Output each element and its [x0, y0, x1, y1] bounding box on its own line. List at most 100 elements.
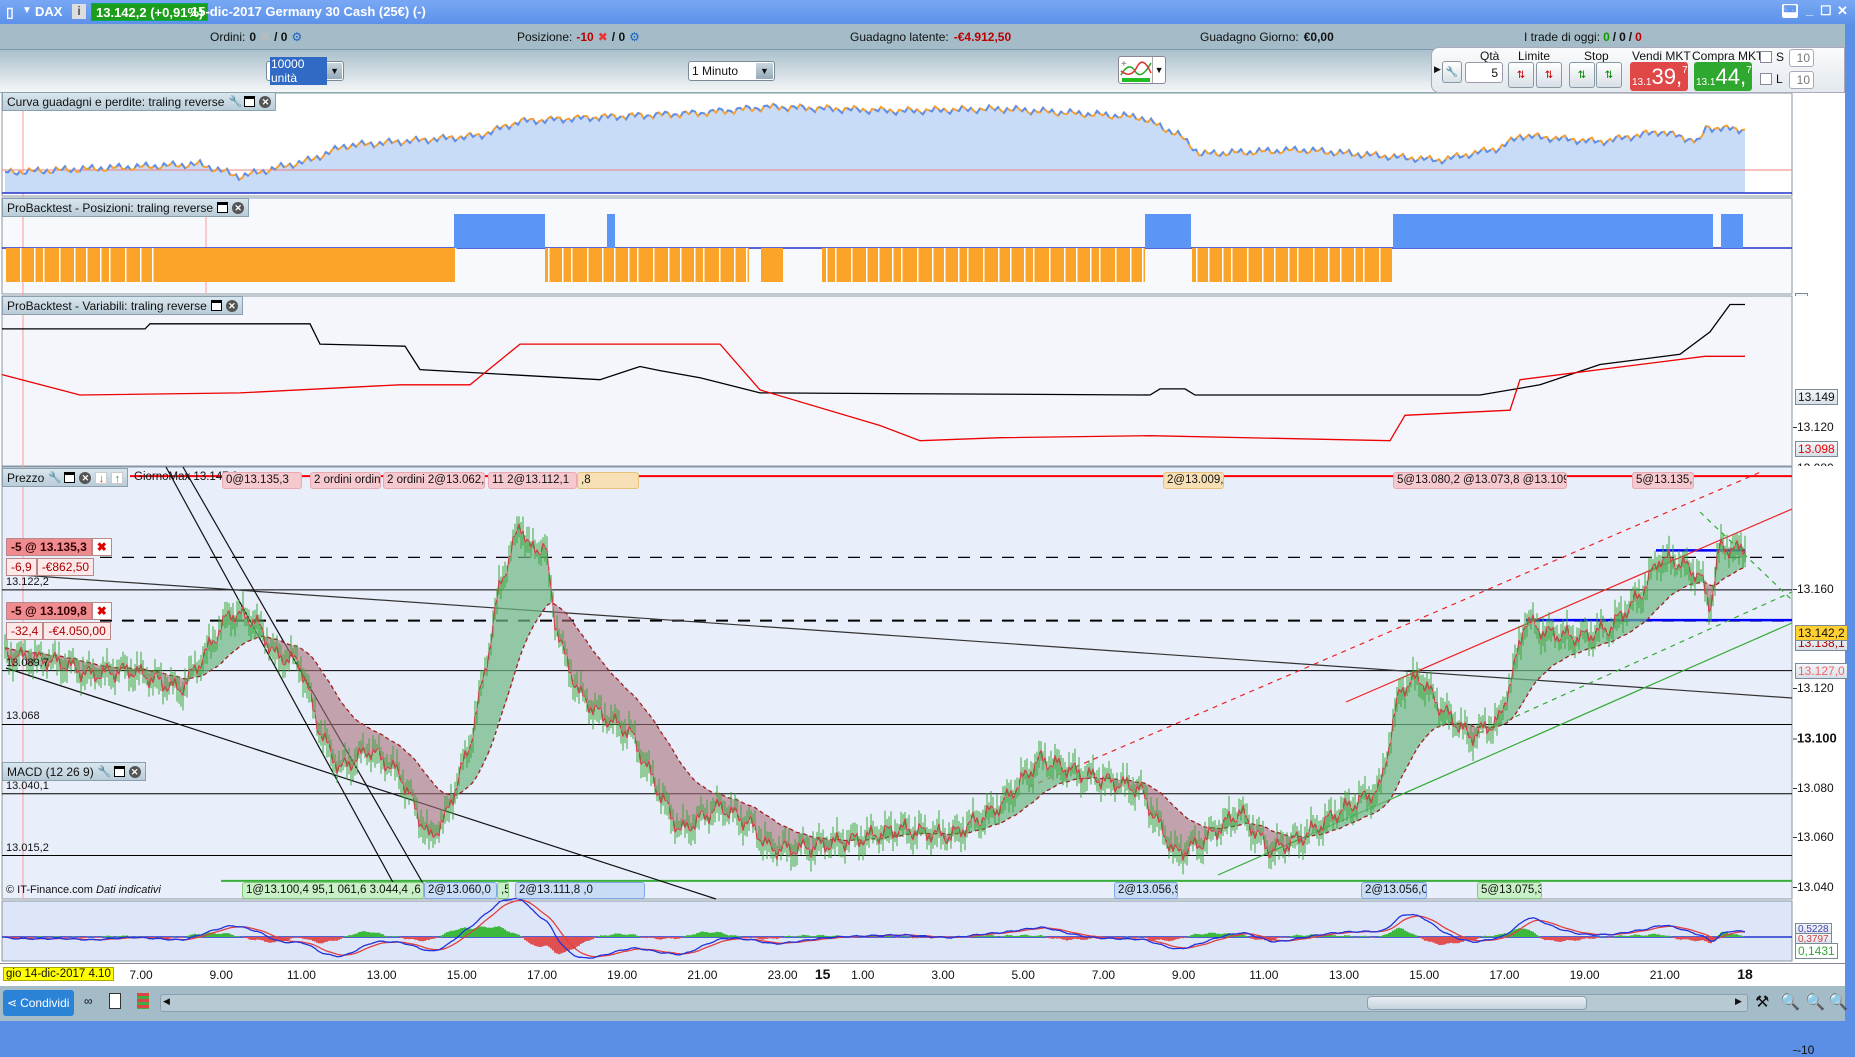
order-tag[interactable]: 5@13.135,3	[1632, 472, 1694, 489]
candlestick-icon[interactable]: ▯	[6, 4, 14, 20]
order-tag[interactable]: 2@13.009,0	[1163, 472, 1224, 489]
order-tag[interactable]: 11 2@13.112,1	[488, 472, 577, 489]
variables-axis[interactable]: 13.12013.08013.06013.04013.02013.00013.0…	[1793, 296, 1845, 557]
window-icon[interactable]	[244, 96, 256, 107]
position-label[interactable]: -5 @ 13.109,8	[6, 602, 92, 620]
chevron-down-icon[interactable]: ▼	[327, 63, 342, 79]
close-icon[interactable]: ✕	[232, 201, 245, 214]
scrollbar-thumb[interactable]	[1367, 996, 1587, 1010]
cancel-orders-icon[interactable]: ✖	[260, 30, 271, 44]
executed-order-tag[interactable]: 1@13.100,4 95,1 061,6 3.044,4 ,6	[242, 882, 424, 899]
timeframe-value: 1 Minuto	[692, 64, 739, 78]
info-icon[interactable]: i	[72, 4, 86, 19]
qty-input[interactable]: 5	[1465, 62, 1503, 83]
zoom-fit-icon[interactable]: 🔍	[1780, 994, 1800, 1011]
symbol-label[interactable]: DAX	[35, 4, 63, 19]
chart-tool-icon[interactable]: ⚒	[1755, 994, 1770, 1011]
time-tick-label: 21.00	[1649, 968, 1680, 982]
gear-icon[interactable]: ⚙	[291, 30, 303, 44]
buy-market-button[interactable]: 13.1 44, 7	[1694, 62, 1752, 91]
executed-order-tag[interactable]: ,5	[497, 882, 509, 899]
zoom-out-icon[interactable]: 🔍	[1805, 994, 1825, 1011]
equity-axis[interactable]: 104.000102.000100.000103.088101.120	[1792, 93, 1845, 294]
orderbook-icon[interactable]	[137, 993, 149, 1009]
position-label[interactable]: -5 @ 13.135,3	[6, 538, 92, 556]
close-position-icon[interactable]: ✖	[91, 602, 112, 620]
horizontal-scrollbar[interactable]: ◀ ▶	[160, 994, 1748, 1012]
time-tick-label: 11.00	[1249, 968, 1279, 982]
scroll-right-button[interactable]: ▶	[1735, 996, 1742, 1006]
l-value-input[interactable]: 10	[1789, 71, 1814, 89]
close-icon[interactable]: ✕	[79, 471, 92, 484]
sell-market-button[interactable]: 13.1 39, 7	[1630, 62, 1688, 91]
position-gap	[1208, 248, 1210, 282]
l-checkbox[interactable]	[1760, 73, 1772, 85]
today-trades-label: I trade di oggi:	[1524, 30, 1601, 44]
units-select[interactable]: 10000 unità ▼	[266, 57, 344, 85]
close-position-icon[interactable]: ✖	[597, 30, 608, 44]
close-icon[interactable]: ✕	[225, 299, 238, 312]
level-label: 13.068	[6, 710, 40, 723]
buy-arrow-icon[interactable]: ↑	[111, 471, 124, 485]
close-position-icon[interactable]: ✖	[91, 538, 112, 556]
executed-order-tag[interactable]: 2@13.060,0	[424, 882, 497, 899]
keyboard-icon[interactable]: ⌨	[1782, 4, 1798, 18]
executed-order-tag[interactable]: 2@13.056,0	[1361, 882, 1427, 899]
chevron-down-icon[interactable]: ▼	[22, 5, 32, 16]
position-gap	[1033, 248, 1035, 282]
stop-order-edit-button[interactable]: ⇅	[1596, 62, 1622, 88]
positions-axis[interactable]: 0,5-0,5-101	[1792, 198, 1845, 388]
wrench-icon[interactable]: 🔧	[48, 471, 63, 484]
window-icon[interactable]	[210, 300, 222, 311]
position-box[interactable]: -5 @ 13.109,8 ✖	[6, 602, 112, 620]
time-axis[interactable]: gio 14-dic-2017 4.10 7.00 9.00 11.00 13.00 1…	[0, 963, 1845, 986]
position-gap	[967, 248, 969, 282]
wrench-icon[interactable]: 🔧	[97, 765, 112, 778]
indicator-icon: +	[1120, 59, 1152, 82]
chart-canvas[interactable]	[0, 93, 1845, 963]
window-icon[interactable]	[113, 766, 125, 777]
position-box[interactable]: -5 @ 13.135,3 ✖	[6, 538, 112, 556]
time-tick-label: 18	[1737, 966, 1753, 982]
wrench-icon[interactable]: 🔧	[1442, 61, 1462, 83]
collapse-arrow-icon[interactable]: ▶	[1434, 64, 1441, 74]
limit-order-button[interactable]: ⇅	[1508, 62, 1534, 88]
chevron-down-icon[interactable]: ▼	[756, 63, 773, 79]
order-tag[interactable]: 2 ordini 2@13.062,8	[383, 472, 485, 489]
s-value-input[interactable]: 10	[1789, 49, 1814, 67]
zoom-in-icon[interactable]: 🔍	[1828, 994, 1848, 1011]
sell-arrow-icon[interactable]: ↓	[95, 471, 108, 485]
maximize-button[interactable]: ☐	[1820, 3, 1832, 18]
executed-order-tag[interactable]: 2@13.111,8 ,0	[515, 882, 645, 899]
close-icon[interactable]: ✕	[128, 765, 141, 778]
gear-icon[interactable]: ⚙	[629, 30, 640, 44]
window-icon[interactable]	[217, 202, 229, 213]
window-icon[interactable]	[64, 472, 76, 483]
stop-order-button[interactable]: ⇅	[1569, 62, 1595, 88]
close-button[interactable]: ✕	[1837, 3, 1848, 18]
executed-order-tag[interactable]: 5@13.075,3	[1477, 882, 1542, 899]
add-indicator-button[interactable]: + ▼	[1118, 56, 1166, 84]
executed-order-tag[interactable]: 2@13.056,9	[1114, 882, 1178, 899]
order-tag[interactable]: 5@13.080,2 @13.073,8 @13.109,8	[1393, 472, 1567, 489]
close-icon[interactable]: ✕	[259, 95, 272, 108]
limit-order-edit-button[interactable]: ⇅	[1536, 62, 1562, 88]
minimize-button[interactable]: _	[1806, 2, 1814, 17]
price-axis[interactable]: 13.16013.12013.08013.06013.04013.02013.1…	[1793, 466, 1848, 994]
order-tag[interactable]: 0@13.135,3	[222, 472, 302, 489]
chevron-down-icon[interactable]: ▼	[1152, 57, 1165, 83]
list-icon[interactable]	[109, 993, 121, 1009]
position-gap	[455, 248, 457, 282]
order-tag[interactable]: ,8	[577, 472, 639, 489]
trades-even: 0	[1619, 30, 1626, 44]
link-icon[interactable]: ∞	[84, 994, 93, 1008]
order-tag[interactable]: 2 ordini ordini	[310, 472, 381, 489]
share-button[interactable]: ⋖ Condividi	[3, 990, 74, 1016]
s-checkbox[interactable]	[1760, 51, 1772, 63]
wrench-icon[interactable]: 🔧	[228, 95, 243, 108]
scroll-left-button[interactable]: ◀	[163, 996, 170, 1006]
variables-panel-title: ProBacktest - Variabili: traling reverse…	[2, 296, 243, 315]
timeframe-select[interactable]: 1 Minuto ▼	[688, 61, 775, 81]
position-gap	[43, 248, 45, 282]
